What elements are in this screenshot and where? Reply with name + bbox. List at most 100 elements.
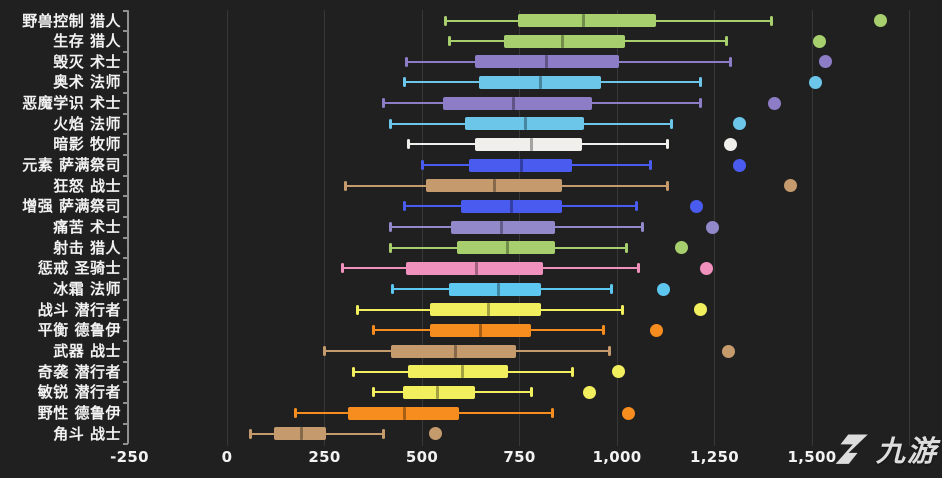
iqr-box: [474, 137, 582, 151]
outlier-dot: [649, 323, 663, 337]
outlier-dot: [813, 34, 827, 48]
category-label: 冰霜 法师: [53, 280, 121, 299]
category-label: 角斗 战士: [53, 424, 121, 443]
y-axis-tick: [123, 174, 128, 177]
median-line: [475, 261, 479, 275]
median-line: [512, 96, 516, 110]
y-axis-tick: [123, 443, 128, 446]
iqr-box: [451, 220, 555, 234]
whisker-cap-high: [551, 408, 555, 419]
x-axis-tick-label: 1,250: [690, 448, 739, 466]
iqr-box: [517, 14, 656, 27]
whisker-cap-low: [344, 180, 348, 191]
iqr-box: [468, 158, 573, 172]
category-label: 战斗 潜行者: [37, 300, 121, 319]
y-axis-tick: [123, 92, 128, 95]
outlier-dot: [694, 303, 708, 317]
outlier-dot: [612, 365, 626, 379]
y-axis-tick: [123, 319, 128, 322]
whisker-cap-low: [406, 139, 410, 150]
median-line: [539, 75, 543, 89]
iqr-box: [347, 406, 460, 420]
y-axis-tick: [123, 216, 128, 219]
gridline: [226, 10, 228, 446]
whisker-cap-high: [621, 304, 625, 315]
whisker-cap-high: [699, 77, 703, 88]
x-axis-tick-label: 500: [405, 448, 439, 466]
y-axis-tick: [123, 9, 128, 12]
median-line: [453, 344, 457, 358]
iqr-box: [406, 261, 543, 275]
category-label: 增强 萨满祭司: [22, 197, 121, 216]
y-axis-tick: [123, 402, 128, 405]
median-line: [500, 220, 504, 234]
category-label: 惩戒 圣骑士: [37, 259, 121, 278]
x-axis-tick-label: 1,500: [787, 448, 837, 466]
x-axis-tick-label: 1,000: [592, 448, 642, 466]
iqr-box: [402, 385, 475, 399]
median-line: [523, 117, 527, 131]
outlier-dot: [768, 96, 782, 110]
category-label: 元素 萨满祭司: [22, 156, 121, 175]
outlier-dot: [429, 427, 443, 441]
whisker-cap-high: [381, 428, 385, 439]
outlier-dot: [674, 241, 688, 255]
whisker-cap-high: [640, 222, 644, 233]
iqr-box: [408, 365, 508, 379]
whisker-cap-low: [381, 98, 385, 109]
median-line: [492, 179, 496, 193]
y-axis-tick: [123, 50, 128, 53]
whisker-cap-low: [391, 284, 395, 295]
outlier-dot: [583, 385, 597, 399]
iqr-box: [443, 96, 592, 110]
category-label: 奇袭 潜行者: [37, 362, 121, 381]
x-axis-tick-label: 0: [221, 448, 233, 466]
whisker-cap-high: [529, 387, 533, 398]
outlier-dot: [622, 406, 636, 420]
x-axis-tick-label: -250: [110, 448, 149, 466]
gridline: [324, 10, 325, 446]
outlier-dot: [873, 14, 887, 27]
whisker-cap-high: [607, 346, 611, 357]
y-axis-tick: [123, 298, 128, 301]
iqr-box: [461, 199, 563, 213]
category-label: 暗影 牧师: [53, 135, 121, 154]
whisker-cap-high: [724, 36, 728, 47]
outlier-dot: [721, 344, 735, 358]
whisker-cap-high: [635, 201, 638, 212]
category-label: 野性 德鲁伊: [37, 404, 121, 423]
whisker-cap-low: [447, 36, 451, 47]
y-axis-tick: [123, 278, 128, 281]
outlier-dot: [690, 199, 704, 213]
whisker-cap-high: [648, 160, 652, 171]
whisker-cap-high: [769, 15, 773, 26]
whisker-cap-high: [728, 56, 732, 67]
whisker-cap-low: [340, 263, 344, 274]
nine-game-logo-icon: [835, 434, 868, 464]
y-axis-line: [127, 10, 129, 444]
y-axis-tick: [123, 30, 128, 33]
iqr-box: [474, 55, 619, 69]
whisker-cap-high: [666, 180, 670, 191]
y-axis-tick: [123, 154, 128, 157]
median-line: [506, 241, 510, 255]
category-label: 野兽控制 猎人: [22, 11, 121, 30]
y-axis-tick: [123, 133, 128, 136]
outlier-dot: [809, 75, 823, 89]
outlier-dot: [733, 158, 747, 172]
iqr-box: [457, 241, 555, 255]
category-label: 敏锐 潜行者: [37, 383, 121, 402]
gridline: [909, 10, 910, 446]
iqr-box: [429, 303, 541, 317]
category-label: 狂怒 战士: [53, 176, 121, 195]
median-line: [486, 303, 490, 317]
whisker-cap-low: [389, 118, 393, 129]
x-axis-tick-label: 250: [308, 448, 341, 466]
category-label: 奥术 法师: [53, 73, 121, 92]
iqr-box: [390, 344, 516, 358]
y-axis-tick: [123, 340, 128, 343]
whisker-cap-high: [670, 118, 674, 129]
category-label: 痛苦 术士: [53, 218, 121, 237]
median-line: [461, 365, 465, 379]
